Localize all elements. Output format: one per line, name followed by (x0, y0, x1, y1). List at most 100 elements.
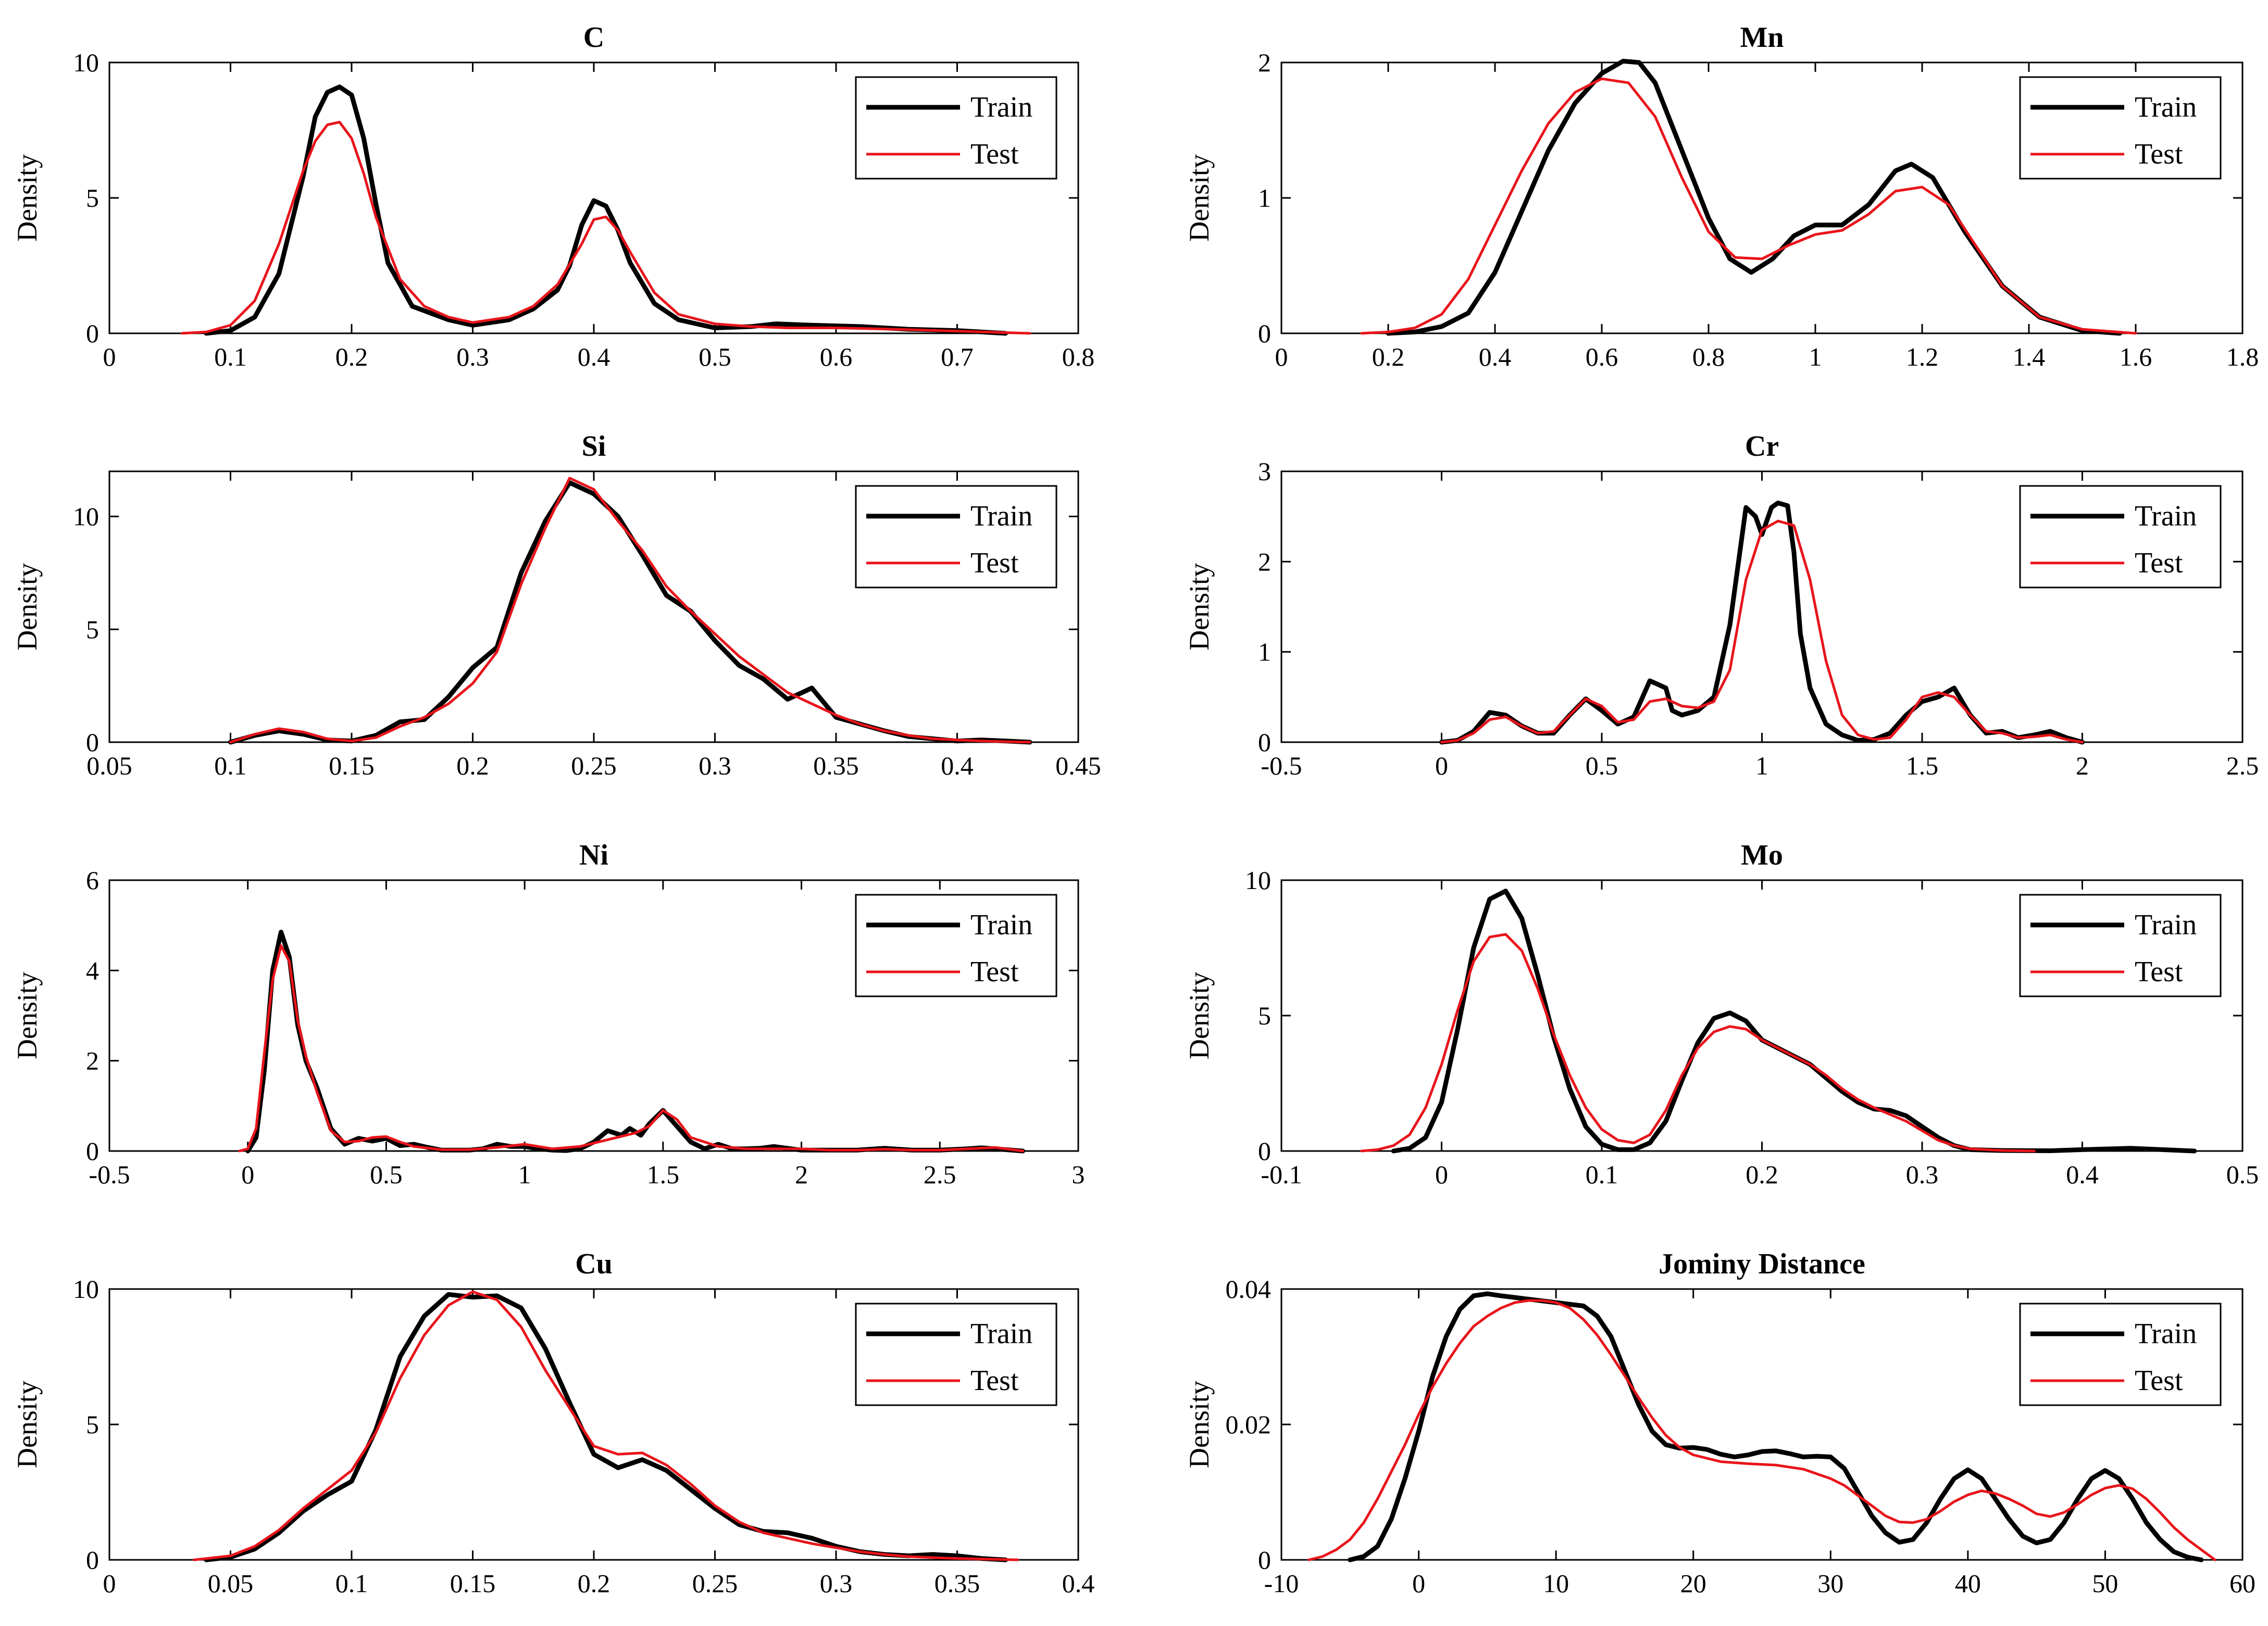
legend-label-test: Test (2135, 138, 2183, 170)
x-tick-label: -10 (1264, 1569, 1299, 1598)
x-tick-label: 0.8 (1062, 342, 1095, 371)
y-tick-label: 0 (1258, 728, 1271, 757)
x-tick-label: 2 (795, 1160, 808, 1189)
y-tick-label: 0 (86, 1136, 99, 1166)
series-line-train (204, 84, 1008, 336)
x-tick-label: 0.1 (335, 1569, 368, 1598)
x-tick-label: 2.5 (2226, 751, 2259, 780)
x-tick-label: 0 (1435, 1160, 1448, 1189)
panel-cu: Cu Density 0 0.05 0.1 0.15 0.2 0.25 0.3 0.35 0.4 0 5… (11, 1248, 1094, 1598)
legend: Train Test (855, 76, 1057, 180)
y-tick-label: 5 (86, 183, 99, 212)
x-tick-label: 0 (1412, 1569, 1425, 1598)
x-tick-label: 0.45 (1055, 751, 1101, 780)
y-tick-label: 0 (1258, 1136, 1271, 1166)
legend: Train Test (855, 1303, 1057, 1406)
x-tick-label: 0.1 (214, 342, 247, 371)
legend-box (855, 1303, 1057, 1406)
series-line-train (1386, 58, 2122, 336)
x-tick-label: -0.5 (1261, 751, 1302, 780)
x-tick-label: 0.2 (1746, 1160, 1778, 1189)
series-line-test (193, 1290, 1019, 1561)
x-tick-label: 1 (1809, 342, 1822, 371)
y-tick-label: 0 (86, 1545, 99, 1574)
x-tick-label: 0.3 (820, 1569, 853, 1598)
panel-title: Mn (1740, 21, 1784, 54)
x-tick-label: 0.7 (941, 342, 974, 371)
x-tick-label: 1.5 (1906, 751, 1939, 780)
y-axis-label: Density (1183, 972, 1215, 1059)
x-tick-label: 0.15 (329, 751, 375, 780)
x-tick-label: -0.1 (1261, 1160, 1302, 1189)
legend-label-train: Train (2135, 500, 2197, 532)
legend-box (855, 894, 1057, 997)
panel-title: Cu (575, 1248, 613, 1280)
x-tick-label: 0.3 (1906, 1160, 1939, 1189)
y-tick-label: 0.02 (1226, 1410, 1272, 1439)
y-tick-label: 6 (86, 866, 99, 895)
x-tick-label: 3 (1072, 1160, 1085, 1189)
y-axis-label: Density (11, 1381, 43, 1468)
y-tick-label: 5 (1258, 1001, 1271, 1030)
panel-title: Cr (1745, 430, 1779, 462)
y-tick-label: 1 (1258, 183, 1271, 212)
legend-box (2019, 894, 2222, 997)
series-line-train (1348, 1291, 2204, 1562)
legend-label-train: Train (2135, 1318, 2197, 1350)
y-tick-label: 0 (86, 319, 99, 348)
y-tick-label: 1 (1258, 637, 1271, 667)
x-tick-label: 60 (2229, 1569, 2255, 1598)
y-tick-label: 0 (1258, 1545, 1271, 1574)
x-tick-label: 0.2 (456, 751, 489, 780)
legend-label-test: Test (2135, 1365, 2183, 1397)
legend-box (2019, 1303, 2222, 1406)
x-tick-label: 0.4 (1479, 342, 1512, 371)
x-tick-label: 0.1 (1586, 1160, 1618, 1189)
series-line-test (1360, 77, 2137, 335)
panel-title: Mo (1741, 839, 1783, 871)
y-axis-label: Density (11, 154, 43, 242)
x-tick-label: 0 (103, 1569, 116, 1598)
y-axis-label: Density (1183, 563, 1215, 651)
y-tick-label: 2 (1258, 547, 1271, 576)
y-tick-label: 10 (73, 1274, 99, 1304)
legend-label-test: Test (970, 547, 1019, 579)
x-tick-label: 0.4 (578, 342, 610, 371)
legend-label-train: Train (970, 1318, 1032, 1350)
x-tick-label: 0.1 (214, 751, 247, 780)
x-tick-label: 0.6 (820, 342, 853, 371)
panel-mn: Mn Density 0 0.2 0.4 0.6 0.8 1 1.2 1.4 1.6 1.8 0 1 2 Tr… (1183, 21, 2259, 371)
x-tick-label: 0 (103, 342, 116, 371)
x-tick-label: 1 (518, 1160, 531, 1189)
y-tick-label: 2 (1258, 48, 1271, 77)
x-tick-label: 2 (2076, 751, 2089, 780)
y-tick-label: 3 (1258, 457, 1271, 486)
x-tick-label: 1.8 (2226, 342, 2259, 371)
legend: Train Test (855, 894, 1057, 997)
x-tick-label: 30 (1817, 1569, 1843, 1598)
panel-title: Ni (579, 839, 608, 871)
x-tick-label: 0.4 (941, 751, 974, 780)
x-tick-label: 1 (1755, 751, 1768, 780)
x-tick-label: 0.5 (1586, 751, 1618, 780)
series-line-test (1360, 933, 2036, 1153)
x-tick-label: 40 (1955, 1569, 1981, 1598)
legend-label-train: Train (970, 91, 1032, 123)
x-tick-label: 0 (1435, 751, 1448, 780)
x-tick-label: 0.3 (456, 342, 489, 371)
x-tick-label: 2.5 (924, 1160, 956, 1189)
series-line-test (181, 120, 1031, 335)
legend-box (2019, 76, 2222, 180)
x-tick-label: 0.15 (450, 1569, 496, 1598)
legend-box (855, 76, 1057, 180)
x-tick-label: 0.25 (571, 751, 617, 780)
y-tick-label: 5 (86, 1410, 99, 1439)
x-tick-label: 0.8 (1692, 342, 1725, 371)
legend-label-train: Train (970, 909, 1032, 941)
